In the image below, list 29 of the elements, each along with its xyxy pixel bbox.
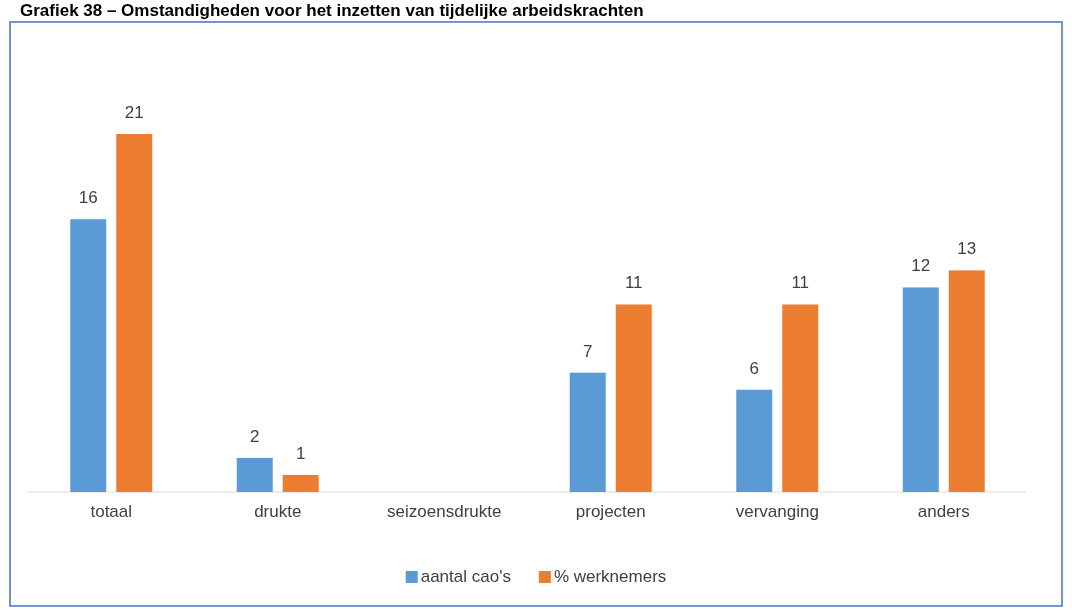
data-label: 7 [583, 341, 593, 361]
data-label: 6 [749, 358, 759, 378]
data-label: 16 [78, 188, 98, 208]
data-label: 21 [124, 103, 144, 122]
bar [782, 304, 819, 492]
x-tick-label: drukte [254, 502, 302, 522]
bar [236, 457, 273, 492]
bar [736, 389, 773, 492]
data-label: 11 [791, 273, 810, 293]
bar [569, 372, 606, 492]
x-tick-label: vervanging [735, 502, 819, 522]
data-label: 12 [911, 256, 931, 276]
legend-label: % werknemers [553, 567, 667, 586]
x-tick-label: anders [917, 502, 970, 522]
data-label: 1 [296, 443, 306, 463]
legend-label: aantal cao's [420, 567, 511, 586]
data-label: 11 [624, 273, 643, 293]
bar [615, 304, 652, 492]
data-label: 13 [957, 239, 977, 259]
bar [902, 287, 939, 492]
chart-title: Grafiek 38 – Omstandigheden voor het inzetten van tijdelijke arbeidskrachten [20, 1, 644, 20]
x-tick-label: projecten [575, 502, 646, 522]
bar [948, 270, 985, 492]
data-label: 2 [250, 426, 260, 446]
bar [70, 219, 107, 492]
x-tick-label: seizoensdrukte [387, 502, 502, 522]
bar [116, 134, 153, 492]
bar [282, 474, 319, 492]
x-tick-label: totaal [90, 502, 133, 522]
